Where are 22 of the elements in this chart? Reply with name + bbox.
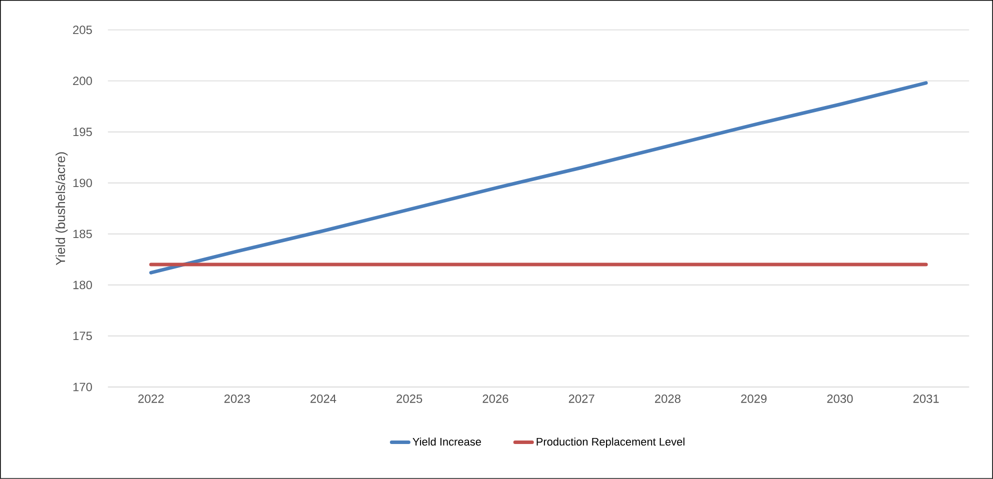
line-series <box>149 81 928 275</box>
y-tick-label: 195 <box>73 128 92 136</box>
x-tick-label: 2026 <box>482 394 508 403</box>
y-tick-label: 185 <box>73 230 92 238</box>
y-tick-label: 190 <box>73 178 92 188</box>
y-tick-label: 180 <box>73 280 92 290</box>
x-tick-label: 2024 <box>310 394 336 403</box>
x-tick-label: 2028 <box>654 394 680 403</box>
x-tick-label: 2031 <box>913 394 939 403</box>
y-tick-label: 205 <box>73 26 92 34</box>
x-tick-label: 2025 <box>396 394 422 403</box>
y-tick-label: 175 <box>73 332 92 340</box>
x-tick-label: 2027 <box>568 394 594 403</box>
x-tick-label: 2023 <box>224 394 250 403</box>
x-tick-label: 2022 <box>138 394 164 403</box>
x-tick-label: 2030 <box>827 394 853 403</box>
legend-label: Production Replacement Level <box>536 438 684 448</box>
x-tick-label: 2029 <box>741 394 767 403</box>
y-tick-label: 170 <box>73 382 92 392</box>
y-axis-title: Yield (bushels/acre) <box>56 152 68 266</box>
legend-label: Yield Increase <box>412 438 481 446</box>
y-tick-label: 200 <box>73 76 92 86</box>
